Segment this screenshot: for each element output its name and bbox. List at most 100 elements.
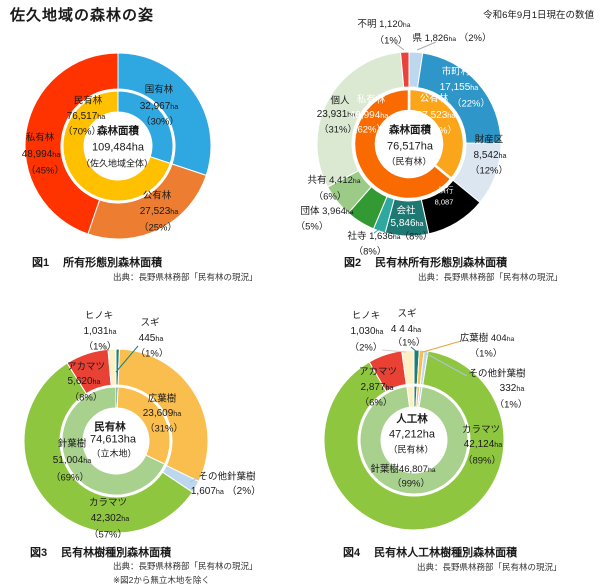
fig3-label-14: ヒノキ — [84, 310, 114, 322]
fig3-leader-line-0 — [115, 345, 139, 373]
fig2-center-hole — [377, 112, 441, 176]
date-note: 令和6年9月1日現在の数値 — [483, 10, 594, 21]
fig3-label-16: （1%） — [83, 341, 117, 353]
fig1-label-13: 109,484ha — [92, 141, 144, 154]
fig4-label-13: （6%） — [359, 397, 393, 409]
fig2-label-7: 慣行 — [438, 185, 454, 195]
fig2-label-22: （1%） — [374, 35, 408, 47]
fig1-label-6: 私有林 — [25, 132, 55, 144]
fig3-label-3: 広葉樹 — [147, 393, 177, 405]
fig2-label-24: 27,523ha — [416, 110, 456, 121]
fig2-inner-segment-私有林 — [352, 87, 454, 201]
fig3-label-9: 42,302ha — [90, 513, 130, 524]
fig3-label-18: 51,004ha — [52, 455, 92, 466]
fig2-label-11: （8%） — [399, 231, 433, 243]
fig2-label-15: （5%） — [295, 221, 329, 233]
fig4-label-3: 広葉樹 404ha — [459, 333, 515, 345]
fig1-label-14: （佐久地域全体） — [80, 158, 154, 169]
fig2-leader-line-4 — [337, 186, 351, 198]
fig1-caption-title: 所有形態別森林面積 — [63, 257, 163, 269]
fig4-label-9: 42,124ha — [463, 439, 503, 450]
fig1-label-5: （25%） — [138, 222, 178, 234]
fig4-label-0: スギ — [397, 308, 417, 320]
fig2-label-3: （22%） — [451, 98, 491, 110]
fig3-source: 出典：長野県林務部「民有林の現況」 — [113, 561, 258, 571]
fig2-label-16: 共有 4,412ha — [307, 175, 361, 187]
fig2-label-31: （民有林） — [386, 156, 432, 167]
fig4-caption-number: 図4 — [343, 547, 361, 559]
fig2-label-9: 会社 — [396, 205, 416, 217]
fig1-label-10: 76,517ha — [66, 111, 106, 122]
fig2-outer-segment-不明 — [400, 51, 410, 88]
fig3-label-11: アカマツ — [66, 361, 106, 373]
fig3-outer-segment-広葉樹 — [117, 348, 209, 483]
fig3-label-13: （8%） — [69, 392, 103, 404]
fig2-label-18: 個人 — [330, 95, 350, 107]
fig3-label-19: （69%） — [50, 472, 90, 484]
fig2-label-12: 社寺 1,636ha — [347, 231, 401, 243]
fig4-caption: 図4 民有林人工林樹種別森林面積 — [343, 544, 517, 560]
fig4-label-20: 47,212ha — [389, 428, 435, 441]
fig4-leader-line-2 — [426, 353, 468, 377]
fig1-label-1: 32,967ha — [139, 101, 179, 112]
fig4-label-14: ヒノキ — [351, 310, 381, 322]
fig1-center-hole — [85, 113, 151, 179]
fig3-caption-number: 図3 — [30, 547, 48, 559]
fig4-label-2: （1%） — [392, 337, 426, 349]
fig4-label-21: （民有林） — [388, 444, 434, 455]
fig4-label-11: アカマツ — [358, 366, 398, 378]
fig3-label-21: 74,613ha — [90, 433, 136, 446]
fig1-label-8: （45%） — [25, 165, 65, 177]
fig2-leader-line-2 — [373, 227, 382, 234]
fig3-label-7: 1,607ha （2%） — [190, 486, 262, 497]
fig3-label-2: （1%） — [135, 348, 169, 360]
fig3-label-17: 針葉樹 — [57, 438, 87, 450]
fig3-label-22: （立木地） — [91, 448, 137, 459]
fig2-label-0: 県 1,826ha （2%） — [412, 33, 492, 45]
fig3-note: ※図2から無立木地を除く — [113, 575, 210, 585]
fig1-label-2: （30%） — [140, 116, 180, 128]
fig1-label-3: 公有林 — [142, 190, 172, 202]
fig4-center-hole — [382, 408, 446, 472]
fig3-label-10: （57%） — [88, 529, 128, 541]
fig4-label-17: 針葉樹46,807ha — [370, 464, 436, 476]
fig2-label-13: （8%） — [353, 246, 387, 258]
fig3-label-12: 5,620ha — [67, 376, 101, 387]
fig1-outer-segment-私有林 — [24, 52, 119, 235]
fig2-label-1: 市町村 — [441, 66, 471, 78]
fig1-label-7: 48,994ha — [21, 149, 61, 160]
fig2-label-2: 17,155ha — [439, 82, 479, 93]
fig3-center-hole — [83, 408, 149, 474]
page-title: 佐久地域の森林の姿 — [10, 7, 155, 24]
fig3-label-8: カラマツ — [88, 497, 128, 509]
fig4-inner-segment-針葉樹 — [359, 385, 469, 495]
fig4-label-4: （1%） — [469, 348, 503, 360]
fig2-label-21: 不明 1,120ha — [357, 19, 411, 31]
fig1-label-9: 民有林 — [73, 95, 103, 107]
fig3-label-0: スギ — [140, 317, 160, 329]
fig2-outer-segment-個人 — [316, 51, 405, 188]
fig2-caption-number: 図2 — [344, 257, 362, 269]
fig4-label-6: 332ha — [499, 383, 525, 394]
fig2-label-5: 8,542ha — [473, 150, 507, 161]
fig4-inner-segment-ヒノキ — [406, 385, 415, 408]
fig4-label-15: 1,030ha — [350, 326, 384, 337]
fig2-label-14: 団体 3,964ha — [300, 206, 354, 218]
fig3-label-4: 23,609ha — [142, 408, 182, 419]
fig3-label-1: 445ha — [138, 333, 164, 344]
fig2-label-10: 5,846ha — [390, 218, 424, 229]
fig1-label-4: 27,523ha — [139, 206, 179, 217]
fig2-caption: 図2 民有林所有形態別森林面積 — [344, 254, 507, 270]
fig1-caption: 図1 所有形態別森林面積 — [32, 254, 162, 270]
fig4-leader-line-3 — [381, 349, 407, 353]
fig3-label-5: （31%） — [144, 423, 184, 435]
fig2-leader-line-3 — [348, 211, 360, 220]
fig2-label-6: （12%） — [469, 165, 509, 177]
fig4-outer-segment-ヒノキ — [401, 349, 415, 386]
fig3-label-20: 民有林 — [94, 420, 126, 433]
fig1-inner-segment-民有林 — [62, 90, 171, 202]
fig2-label-8: 8,087 — [434, 197, 454, 207]
fig4-leader-line-0 — [410, 346, 418, 353]
fig4-label-7: （1%） — [494, 399, 528, 411]
